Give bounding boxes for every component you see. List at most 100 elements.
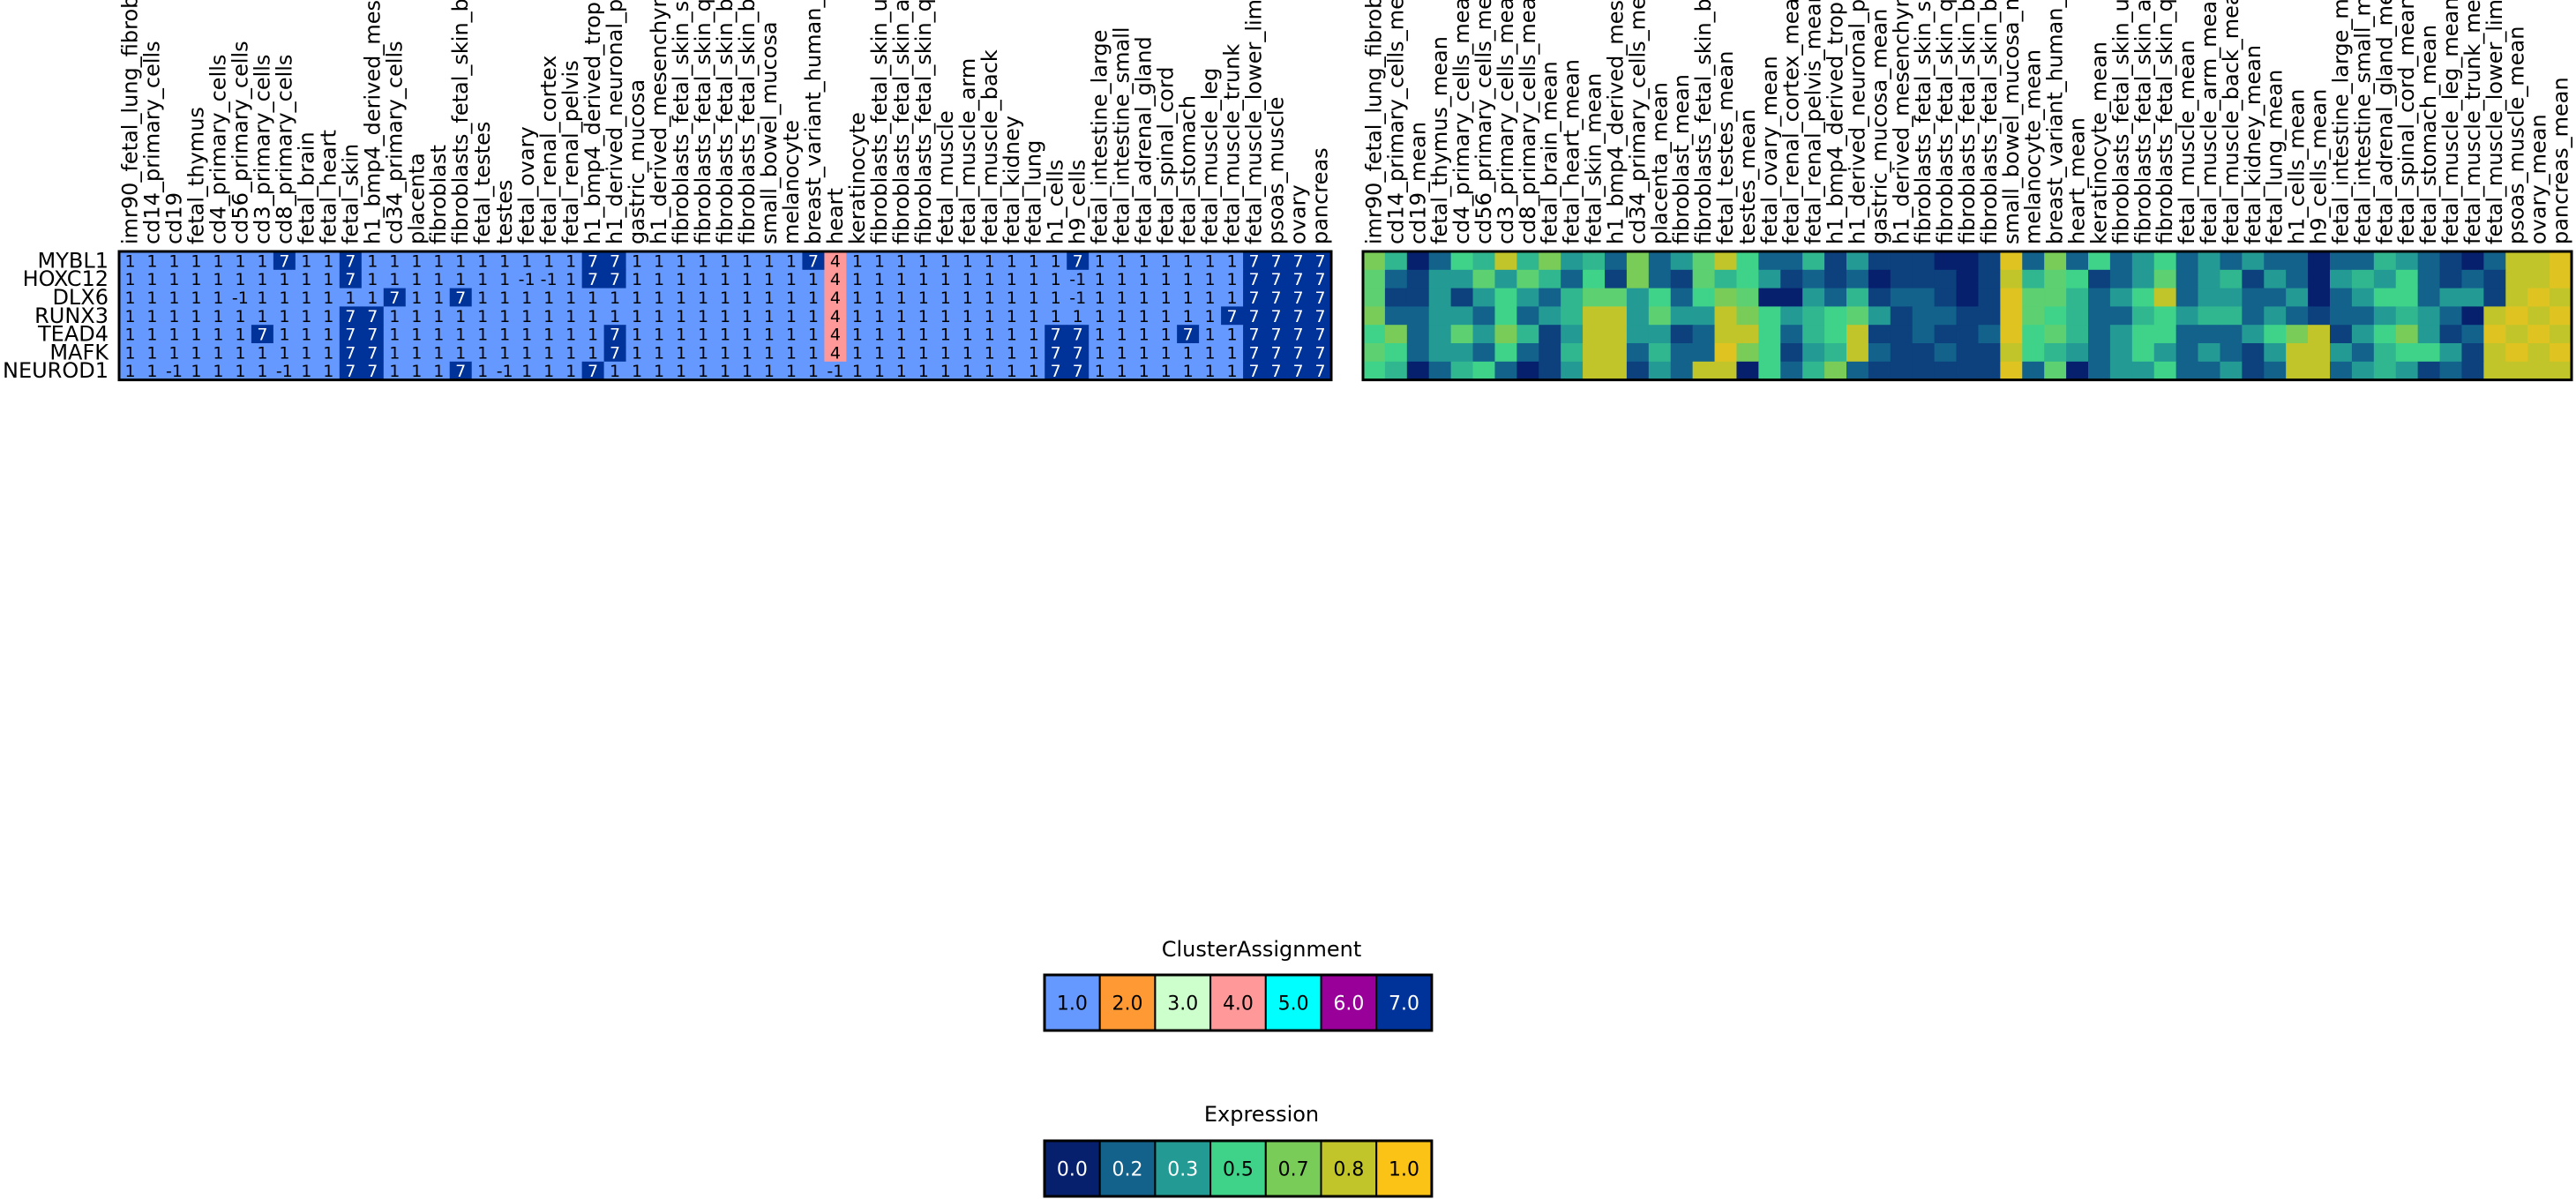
cluster-cell	[295, 306, 318, 326]
expression-cell	[1934, 269, 1958, 289]
expression-cell	[2395, 306, 2419, 326]
cluster-cell	[317, 269, 341, 289]
expression-cell	[2527, 306, 2550, 326]
cluster-cell-value: 1	[1139, 289, 1149, 308]
cluster-cell	[1045, 288, 1067, 307]
cluster-cell	[934, 361, 957, 381]
cluster-cell-value: 1	[1029, 307, 1039, 326]
cluster-cell-value: 7	[1270, 326, 1281, 345]
cluster-cell-value: 1	[852, 307, 863, 326]
expression-legend-title: Expression	[1204, 1102, 1319, 1127]
expression-cell	[2242, 361, 2265, 381]
column-label: h9_cells	[1066, 160, 1090, 244]
expression-cell	[1802, 251, 1825, 271]
cluster-cell-value: 1	[279, 270, 289, 289]
cluster-cell	[427, 251, 451, 271]
cluster-cell-value: 1	[1117, 270, 1127, 289]
expression-cell	[1363, 288, 1386, 307]
cluster-cell	[824, 361, 847, 381]
cluster-cell-value: 1	[1161, 251, 1172, 271]
cluster-cell-value: 1	[367, 251, 378, 271]
expression-cell	[1583, 361, 1606, 381]
cluster-cell-value: 1	[1095, 270, 1105, 289]
expression-cell	[2264, 361, 2287, 381]
cluster-cell	[1221, 325, 1244, 344]
cluster-cell	[1243, 306, 1266, 326]
cluster-cell-value: 1	[433, 343, 444, 363]
expression-cell	[2351, 325, 2375, 344]
cluster-cell-value: 1	[786, 251, 797, 271]
expression-cell	[1494, 269, 1517, 289]
cluster-cell	[206, 325, 230, 344]
cluster-cell-value: 1	[985, 289, 995, 308]
expression-cell	[1978, 251, 2001, 271]
cluster-cell	[1089, 288, 1112, 307]
expression-cell	[1714, 288, 1738, 307]
expression-cell	[2088, 343, 2111, 363]
expression-cell	[2242, 251, 2265, 271]
expression-cell	[2505, 361, 2528, 381]
cluster-cell	[1111, 343, 1134, 363]
cluster-cell	[758, 288, 782, 307]
cluster-cell	[559, 306, 583, 326]
expression-cell	[1956, 361, 1980, 381]
cluster-cell	[648, 306, 671, 326]
expression-cell	[1978, 269, 2001, 289]
cluster-cell	[1111, 288, 1134, 307]
expression-cell	[1516, 306, 1539, 326]
cluster-cell-value: 1	[521, 326, 532, 345]
cluster-cell	[361, 325, 385, 344]
cluster-cell-value: 1	[918, 251, 929, 271]
cluster-cell	[824, 269, 847, 289]
cluster-cell-value: 1	[1029, 362, 1039, 381]
expression-cell	[1670, 343, 1694, 363]
cluster-cell	[383, 306, 407, 326]
cluster-cell-value: 7	[1249, 362, 1260, 381]
cluster-cell-value: 1	[632, 343, 642, 363]
cluster-cell	[714, 361, 738, 381]
cluster-cell-value: 7	[345, 251, 356, 271]
expression-cell	[2044, 325, 2067, 344]
cluster-cell	[427, 288, 451, 307]
column-label: fetal_adrenal_gland	[1132, 36, 1157, 244]
column-label: fetal_testes_mean	[1713, 51, 1738, 244]
cluster-cell	[714, 343, 738, 363]
expression-cell	[1846, 251, 1869, 271]
cluster-cell-value: 1	[477, 289, 488, 308]
column-label: fetal_renal_cortex	[536, 56, 561, 244]
cluster-cell-value: 7	[610, 343, 620, 363]
cluster-cell	[251, 361, 274, 381]
legend-frame	[1043, 973, 1434, 1032]
cluster-cell-value: 1	[764, 326, 775, 345]
expression-cell	[2131, 361, 2155, 381]
column-label: fetal_heart	[316, 130, 341, 244]
cluster-cell	[890, 361, 913, 381]
expression-cell	[1539, 288, 1561, 307]
cluster-cell	[1155, 269, 1178, 289]
cluster-cell	[1022, 306, 1045, 326]
expression-cell	[2198, 343, 2221, 363]
cluster-cell	[603, 343, 627, 363]
expression-cell	[1450, 251, 1474, 271]
cluster-cell-value: -1	[166, 362, 183, 381]
expression-cell	[1450, 288, 1474, 307]
cluster-cell-value: 1	[852, 289, 863, 308]
cluster-cell-value: 1	[257, 343, 267, 363]
cluster-cell-value: 1	[742, 251, 753, 271]
cluster-cell	[736, 288, 760, 307]
cluster-cell-value: 1	[985, 362, 995, 381]
cluster-cell	[670, 288, 693, 307]
column-label: breast_variant_human_mammary_epithelial_…	[2043, 0, 2068, 244]
expression-cell	[1626, 306, 1650, 326]
expression-cell	[2330, 325, 2353, 344]
cluster-cell-value: 1	[874, 362, 885, 381]
cluster-cell	[471, 288, 495, 307]
cluster-cell	[846, 361, 869, 381]
cluster-cell	[339, 288, 363, 307]
cluster-cell	[1287, 361, 1310, 381]
column-label: fetal_muscle_mean	[2175, 40, 2199, 244]
cluster-cell-value: 1	[654, 307, 664, 326]
cluster-cell-value: 1	[940, 343, 951, 363]
cluster-cell-value: 1	[499, 326, 510, 345]
